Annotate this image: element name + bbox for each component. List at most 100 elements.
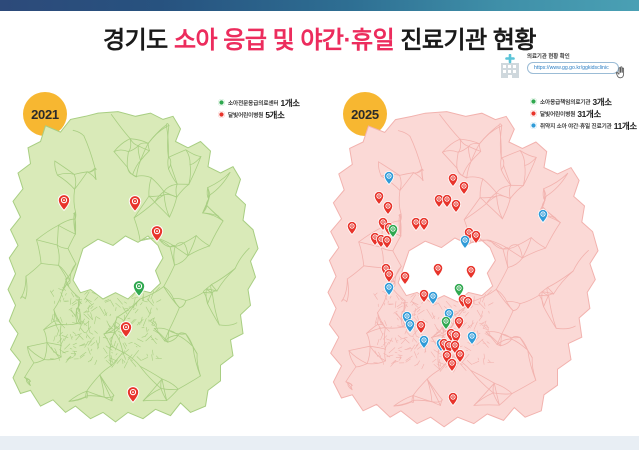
map-pin-red[interactable] [432,263,444,277]
map-pin-red[interactable] [462,296,474,310]
district-boundary [158,238,171,248]
map-pin-red[interactable] [128,195,142,212]
map-pin-red[interactable] [458,181,470,195]
district-boundary [60,316,63,323]
district-boundary [380,333,384,341]
district-boundary [103,333,111,347]
district-boundary [43,320,55,331]
district-boundary [163,264,175,287]
district-boundary [137,145,141,161]
district-boundary [90,312,93,320]
map-pin-red[interactable] [450,199,462,213]
district-boundary [366,324,378,334]
map-pin-red[interactable] [410,217,422,231]
district-boundary [478,315,483,321]
map-pin-blue[interactable] [466,331,478,345]
district-boundary [470,370,494,394]
map-pin-blue[interactable] [383,282,395,296]
district-boundary [99,374,115,396]
map-pin-blue[interactable] [459,235,471,249]
map-pin-red[interactable] [119,321,133,338]
district-boundary [87,313,93,320]
district-boundary [519,150,537,158]
district-boundary [59,349,66,354]
district-boundary [59,322,66,329]
map-pin-red[interactable] [373,191,385,205]
map-pin-red[interactable] [454,349,466,363]
clinic-url-link[interactable]: https://www.gg.go.kr/ggkidsclinic [527,62,619,74]
province-outline [7,111,259,423]
district-boundary [147,295,150,302]
district-boundary [348,350,368,364]
district-boundary [395,357,402,359]
map-pin-blue[interactable] [383,171,395,185]
district-boundary [96,340,99,349]
map-pin-red[interactable] [126,386,140,403]
map-pin-blue[interactable] [418,335,430,349]
district-boundary [437,317,440,320]
legend-dot-icon [218,111,225,118]
map-pin-red[interactable] [465,265,477,279]
map-pin-red[interactable] [57,194,71,211]
map-pin-blue[interactable] [537,209,549,223]
district-boundary [147,329,150,331]
legend-dot-icon [530,110,537,117]
district-boundary [105,345,113,351]
map-pin-green[interactable] [132,280,146,297]
district-boundary [128,342,133,344]
district-boundary [123,350,125,354]
district-boundary [51,346,55,353]
district-boundary [493,382,500,406]
hand-cursor-icon [615,66,626,79]
map-pin-red[interactable] [446,358,458,372]
district-boundary [462,353,470,363]
district-boundary [412,337,418,343]
map-pin-red[interactable] [399,271,411,285]
district-boundary [75,311,79,314]
district-boundary [437,361,445,365]
district-boundary [174,246,189,256]
district-boundary [158,238,176,248]
map-pin-red[interactable] [441,194,453,208]
district-boundary [136,356,142,361]
map-pin-blue[interactable] [427,291,439,305]
map-pin-red[interactable] [433,194,445,208]
map-pin-green[interactable] [440,316,452,330]
district-boundary [170,164,178,185]
district-boundary [405,358,411,363]
district-boundary [399,213,402,237]
map-pin-green[interactable] [387,224,399,238]
district-boundary [483,320,487,329]
district-boundary [547,270,574,288]
district-boundary [73,171,88,175]
map-pin-red[interactable] [418,289,430,303]
district-boundary [519,337,533,358]
map-pin-red[interactable] [470,230,482,244]
district-boundary [122,343,126,350]
map-pin-red[interactable] [447,392,459,406]
district-boundary [142,378,163,402]
district-boundary [167,335,179,343]
district-boundary [91,306,98,312]
district-boundary [176,183,190,198]
district-boundary [417,345,423,350]
map-pin-red[interactable] [447,173,459,187]
map-pin-red[interactable] [383,269,395,283]
map-gyeonggi-2025 [327,110,599,430]
map-pin-blue[interactable] [404,319,416,333]
url-badge[interactable]: 의료기관 현황 확인 https://www.gg.go.kr/ggkidscl… [497,52,635,82]
map-pin-red[interactable] [382,201,394,215]
map-pin-red[interactable] [381,235,393,249]
district-boundary [502,248,509,268]
map-pin-red[interactable] [150,225,164,242]
district-boundary [163,286,180,308]
map-pin-red[interactable] [415,320,427,334]
district-boundary [478,332,481,334]
district-boundary [345,366,357,383]
map-pin-red[interactable] [346,221,358,235]
district-boundary [73,353,76,357]
district-boundary [481,310,483,316]
district-boundary [65,293,67,296]
map-pin-red[interactable] [418,217,430,231]
map-pin-red[interactable] [453,316,465,330]
